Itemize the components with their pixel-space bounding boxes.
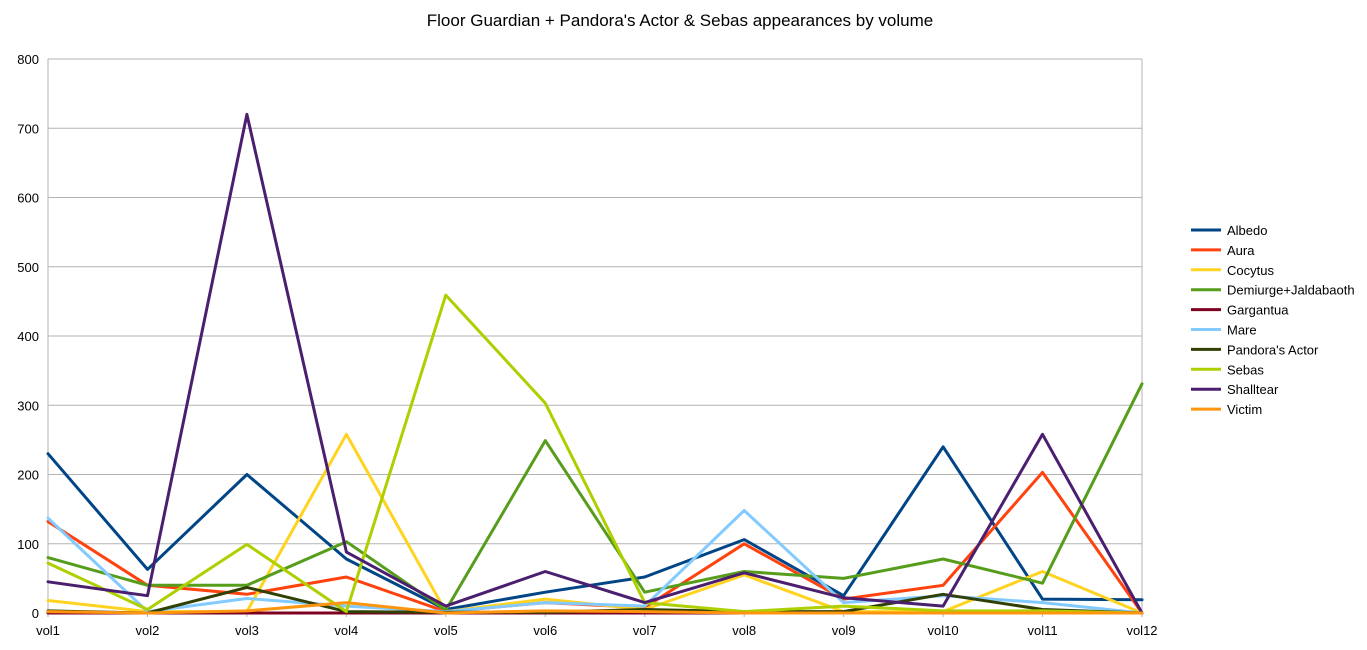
chart-title: Floor Guardian + Pandora's Actor & Sebas…: [427, 11, 933, 30]
legend-label-pandora-s-actor: Pandora's Actor: [1227, 342, 1319, 357]
y-tick-label: 0: [32, 606, 39, 621]
x-tick-label: vol3: [235, 623, 259, 638]
legend-label-gargantua: Gargantua: [1227, 303, 1289, 318]
series-line-albedo: [46, 445, 1144, 611]
series-line-aura: [46, 470, 1144, 615]
y-tick-label: 300: [17, 398, 39, 413]
y-tick-label: 800: [17, 52, 39, 67]
series-line-demiurge-jaldabaoth: [46, 382, 1144, 612]
x-tick-label: vol6: [533, 623, 557, 638]
series-line-shalltear: [46, 112, 1144, 615]
y-tick-label: 100: [17, 537, 39, 552]
y-tick-label: 500: [17, 260, 39, 275]
gridlines: [48, 58, 1142, 614]
x-tick-label: vol9: [832, 623, 856, 638]
axes: 0 100 200 300 400 500 600 700 800 vol1 vol2 vol3 vol…: [17, 52, 1157, 638]
series-line-victim: [46, 601, 1144, 615]
legend-label-demiurge-jaldabaoth: Demiurge+Jaldabaoth: [1227, 283, 1355, 298]
legend-label-sebas: Sebas: [1227, 362, 1264, 377]
x-tick-label: vol8: [732, 623, 756, 638]
legend: Albedo Aura Cocytus Demiurge+Jaldabaoth Garg…: [1191, 223, 1355, 417]
y-tick-label: 600: [17, 191, 39, 206]
x-tick-label: vol1: [36, 623, 60, 638]
x-tick-label: vol5: [434, 623, 458, 638]
x-tick-label: vol2: [136, 623, 160, 638]
y-tick-label: 700: [17, 121, 39, 136]
legend-label-mare: Mare: [1227, 323, 1257, 338]
legend-label-albedo: Albedo: [1227, 223, 1267, 238]
x-tick-label: vol10: [928, 623, 959, 638]
y-tick-label: 200: [17, 468, 39, 483]
x-tick-label: vol11: [1027, 623, 1057, 638]
x-tick-label: vol7: [633, 623, 657, 638]
legend-label-aura: Aura: [1227, 243, 1255, 258]
y-tick-label: 400: [17, 329, 39, 344]
x-tick-label: vol12: [1126, 623, 1157, 638]
legend-label-victim: Victim: [1227, 402, 1262, 417]
series-lines: [46, 112, 1144, 615]
x-tick-label: vol4: [334, 623, 358, 638]
legend-label-shalltear: Shalltear: [1227, 382, 1279, 397]
legend-label-cocytus: Cocytus: [1227, 263, 1274, 278]
series-line-sebas: [46, 293, 1144, 615]
